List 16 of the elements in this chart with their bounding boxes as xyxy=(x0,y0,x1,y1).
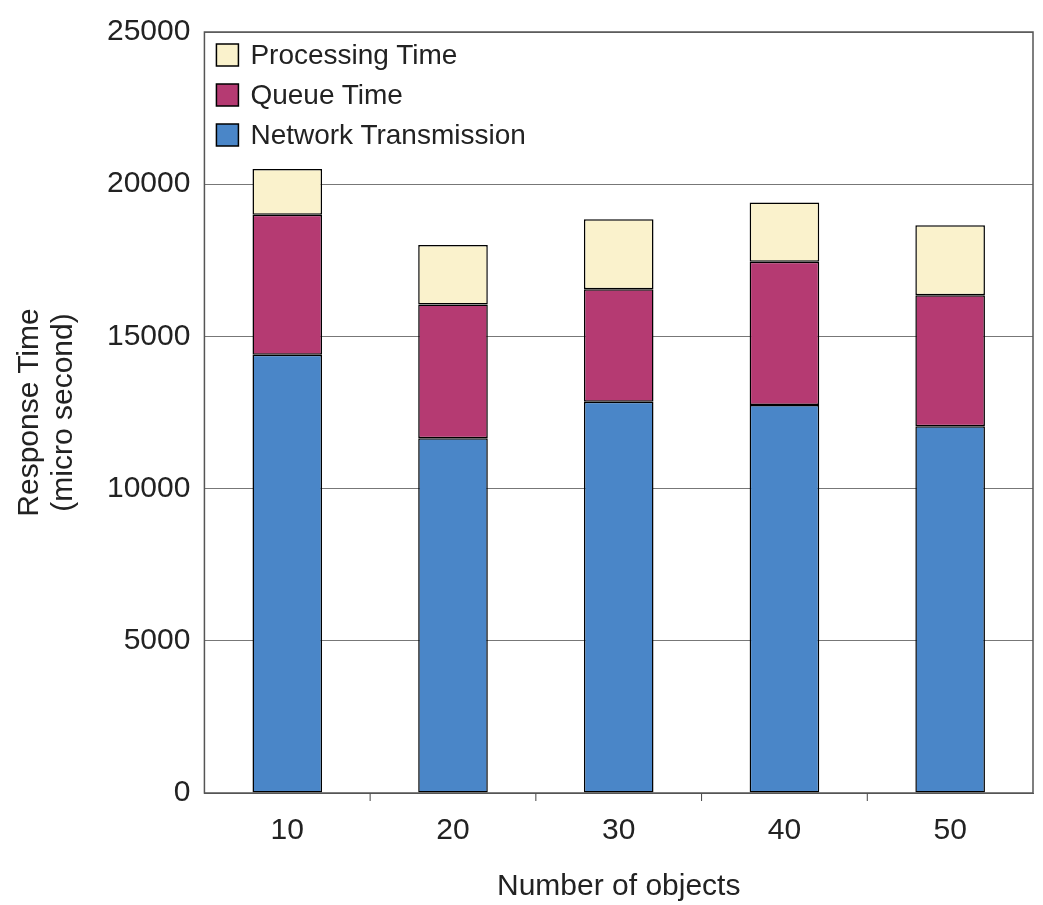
x-tick-label: 40 xyxy=(767,812,802,846)
x-tick-label: 10 xyxy=(270,812,304,846)
y-tick-label: 25000 xyxy=(106,13,191,47)
y-tick-label: 5000 xyxy=(123,622,191,656)
y-axis-title: Response Time (micro second) xyxy=(10,308,79,517)
x-tick-label: 50 xyxy=(933,812,967,846)
x-tick-label: 20 xyxy=(436,812,470,846)
legend-label: Queue Time xyxy=(250,78,403,110)
y-tick-label: 10000 xyxy=(106,469,191,503)
y-tick-label: 20000 xyxy=(106,165,191,199)
x-axis-title: Number of objects xyxy=(496,868,741,902)
y-tick-label: 15000 xyxy=(106,317,191,351)
legend-label: Processing Time xyxy=(250,38,458,70)
legend-label: Network Transmission xyxy=(250,118,526,150)
x-tick-label: 30 xyxy=(602,812,636,846)
y-tick-label: 0 xyxy=(173,774,191,808)
